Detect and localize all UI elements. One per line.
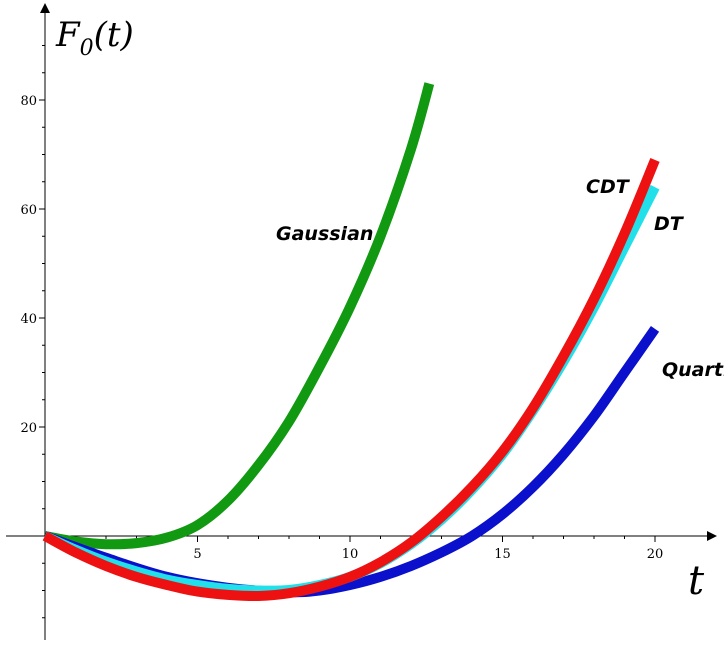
y-tick-label: 80 [20, 94, 37, 109]
cdt-label: CDT [586, 176, 631, 198]
y-axis-title-main: F [55, 15, 81, 55]
x-tick-label: 5 [193, 547, 201, 562]
y-tick-label: 40 [20, 312, 37, 327]
series-gaussian-line [44, 82, 435, 550]
quartic-label: Quartic [662, 359, 724, 381]
y-axis-title-tail: (t) [94, 15, 134, 55]
dt-label: DT [654, 213, 685, 235]
x-tick-label: 20 [647, 547, 664, 562]
series-dt-line [42, 184, 660, 596]
x-tick-label: 15 [494, 547, 511, 562]
gaussian-label: Gaussian [276, 223, 373, 245]
y-axis-title: F0(t) [55, 15, 134, 61]
x-tick-label: 10 [342, 547, 359, 562]
y-tick-label: 20 [20, 421, 37, 436]
x-axis-title: t [688, 558, 705, 604]
y-axis-title-sub: 0 [80, 36, 94, 61]
series-curves [42, 82, 660, 602]
series-cdt-line [42, 157, 660, 602]
y-tick-label: 60 [20, 203, 37, 218]
